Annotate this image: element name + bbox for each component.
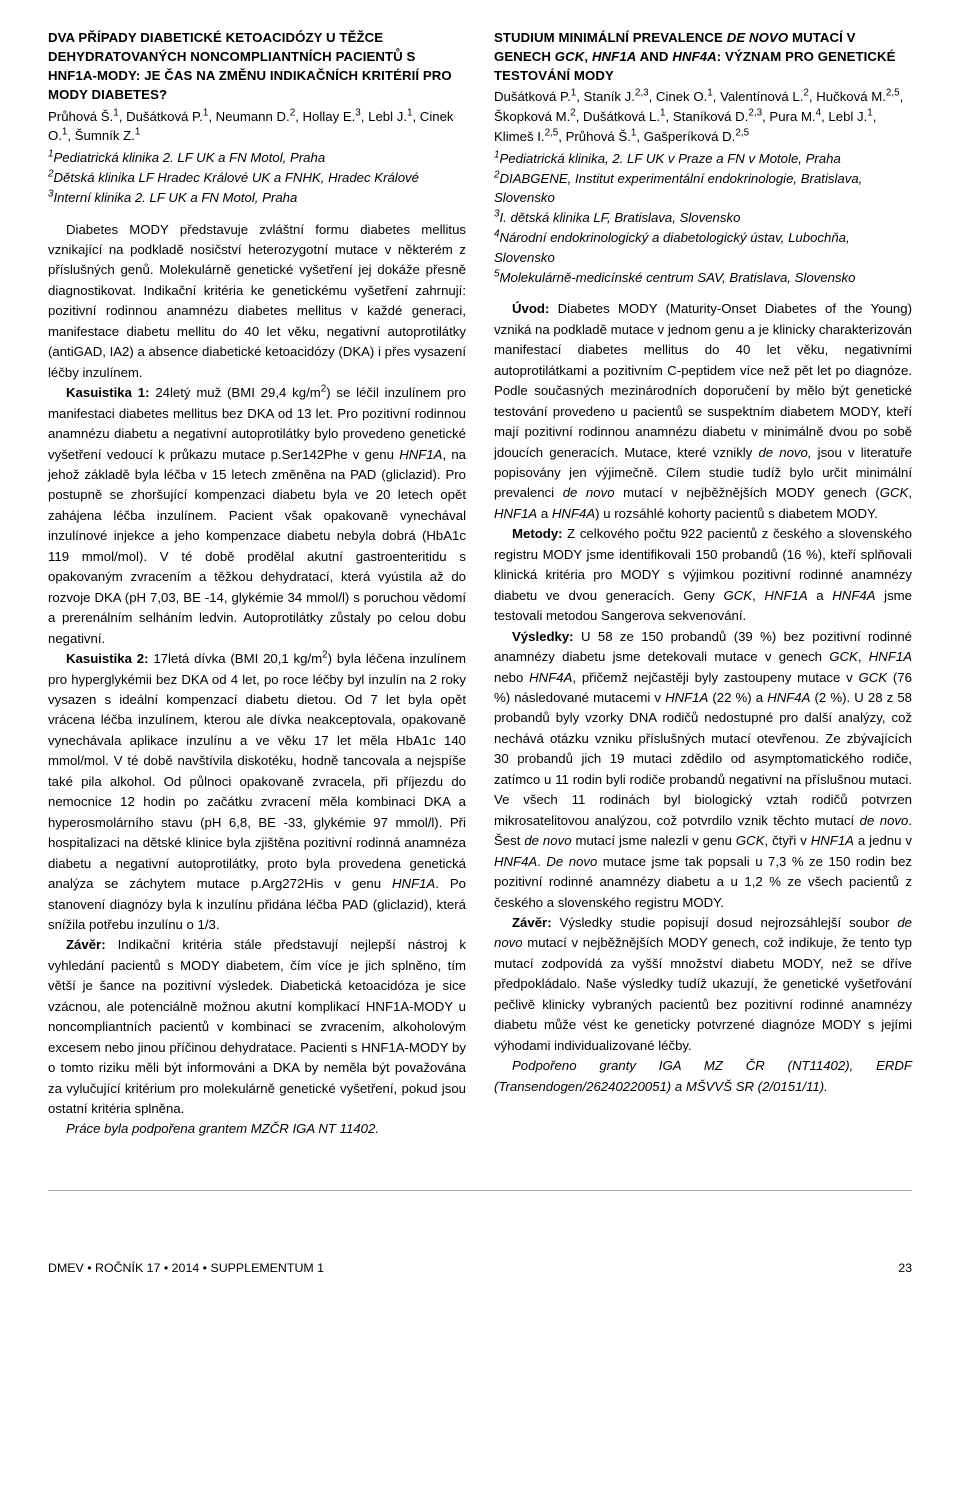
abstract1-title: DVA PŘÍPADY DIABETICKÉ KETOACIDÓZY U TĚŽ… [48,28,466,105]
abstract1-authors: Průhová Š.1, Dušátková P.1, Neumann D.2,… [48,107,466,147]
right-column: STUDIUM MINIMÁLNÍ PREVALENCE DE NOVO MUT… [494,28,912,1140]
abstract1-affiliations: 1Pediatrická klinika 2. LF UK a FN Motol… [48,148,466,207]
abstract2-para3: Výsledky: U 58 ze 150 probandů (39 %) be… [494,627,912,913]
abstract2-authors: Dušátková P.1, Staník J.2,3, Cinek O.1, … [494,87,912,146]
abstract2-para2: Metody: Z celkového počtu 922 pacientů z… [494,524,912,626]
abstract1-para1: Diabetes MODY představuje zvláštní formu… [48,220,466,384]
abstract1-para4: Závěr: Indikační kritéria stále představ… [48,935,466,1119]
abstract2-affiliations: 1Pediatrická klinika, 2. LF UK v Praze a… [494,149,912,288]
abstract2-para4: Závěr: Výsledky studie popisují dosud ne… [494,913,912,1056]
abstract2-para1: Úvod: Diabetes MODY (Maturity-Onset Diab… [494,299,912,524]
left-column: DVA PŘÍPADY DIABETICKÉ KETOACIDÓZY U TĚŽ… [48,28,466,1140]
page-footer: DMEV • ROČNÍK 17 • 2014 • SUPPLEMENTUM 1… [48,1251,912,1278]
abstract2-funding: Podpořeno granty IGA MZ ČR (NT11402), ER… [494,1056,912,1097]
abstract1-para3: Kasuistika 2: 17letá dívka (BMI 20,1 kg/… [48,649,466,935]
footer-rule [48,1190,912,1191]
content-columns: DVA PŘÍPADY DIABETICKÉ KETOACIDÓZY U TĚŽ… [48,28,912,1140]
footer-left: DMEV • ROČNÍK 17 • 2014 • SUPPLEMENTUM 1 [48,1259,324,1278]
abstract1-funding: Práce byla podpořena grantem MZČR IGA NT… [48,1119,466,1139]
abstract1-para2: Kasuistika 1: 24letý muž (BMI 29,4 kg/m2… [48,383,466,649]
footer-pagenum: 23 [898,1259,912,1278]
abstract2-title: STUDIUM MINIMÁLNÍ PREVALENCE DE NOVO MUT… [494,28,912,85]
